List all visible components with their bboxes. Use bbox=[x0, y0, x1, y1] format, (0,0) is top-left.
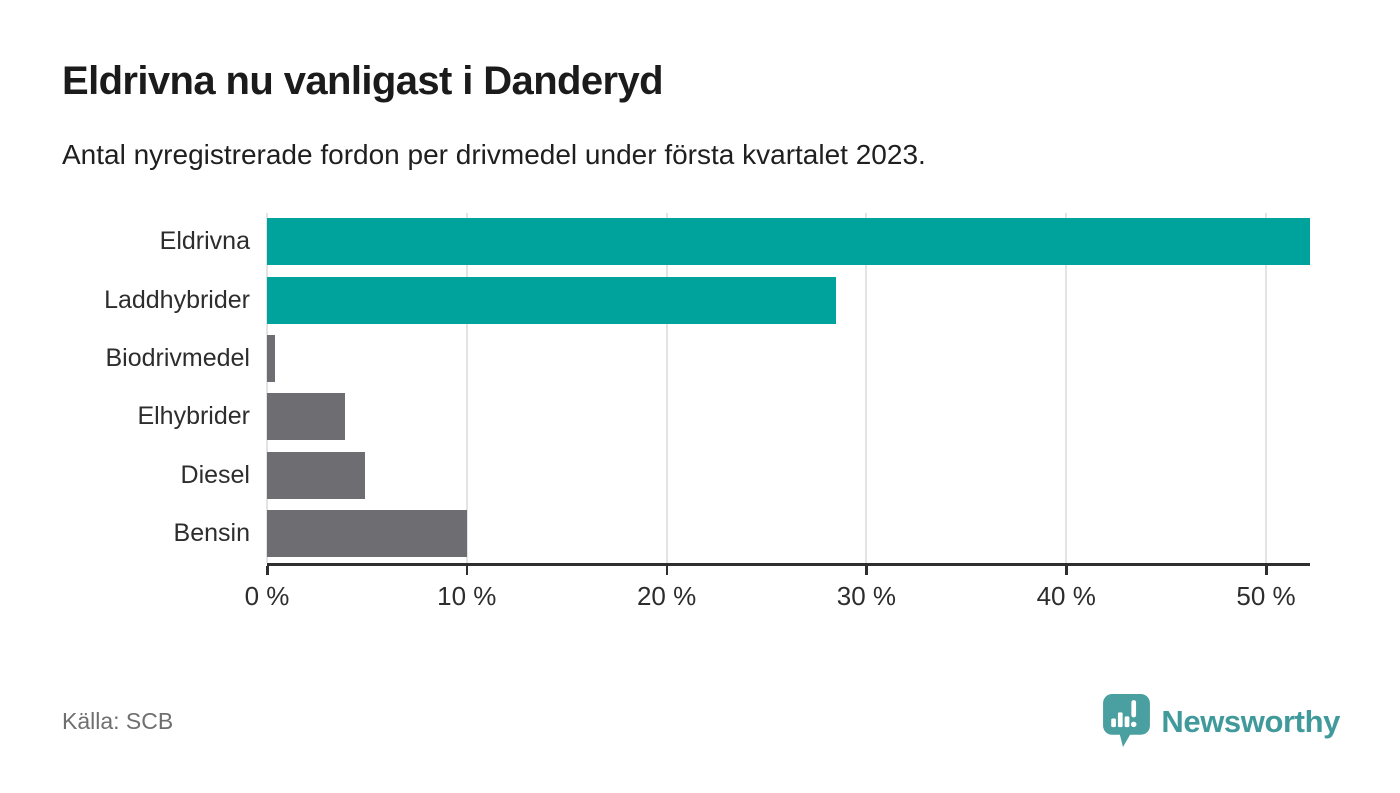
axis-tick bbox=[865, 565, 868, 575]
gridline bbox=[665, 212, 668, 563]
category-label: Bensin bbox=[173, 518, 250, 547]
bar bbox=[267, 393, 345, 441]
brand-name: Newsworthy bbox=[1161, 703, 1340, 739]
bar-track bbox=[267, 509, 1310, 557]
category-label: Elhybrider bbox=[137, 402, 250, 431]
category-label: Eldrivna bbox=[159, 227, 250, 256]
chart-row: Biodrivmedel bbox=[62, 329, 1310, 387]
page-title: Eldrivna nu vanligast i Danderyd bbox=[62, 59, 664, 103]
axis-tick bbox=[1265, 565, 1268, 575]
bar-chart: Eldrivna Laddhybrider Biodrivmedel Elhybrid… bbox=[62, 212, 1310, 563]
chart-row: Laddhybrider bbox=[62, 271, 1310, 329]
bar-track bbox=[267, 218, 1310, 266]
source-note: Källa: SCB bbox=[62, 708, 174, 734]
axis-tick bbox=[266, 565, 269, 575]
gridline bbox=[465, 212, 468, 563]
bar bbox=[267, 451, 365, 499]
axis-tick-label: 10 % bbox=[437, 580, 497, 611]
chart-row: Eldrivna bbox=[62, 213, 1310, 271]
grid-layer bbox=[266, 212, 1310, 563]
axis-tick bbox=[465, 565, 469, 575]
bar-track bbox=[267, 334, 1310, 382]
x-axis: 0 % 10 % 20 % 30 % 40 % 50 % bbox=[245, 562, 1310, 618]
gridline bbox=[266, 212, 268, 563]
content: Eldrivna nu vanligast i Danderyd Antal n… bbox=[62, 59, 1310, 618]
chart-row: Diesel bbox=[62, 446, 1310, 504]
chart-rows: Eldrivna Laddhybrider Biodrivmedel Elhybrid… bbox=[62, 213, 1310, 563]
gridline bbox=[1065, 212, 1068, 563]
brand-logo: Newsworthy bbox=[1103, 694, 1340, 749]
chart-row: Elhybrider bbox=[62, 388, 1310, 446]
bar bbox=[267, 276, 837, 324]
bar-track bbox=[267, 451, 1310, 499]
axis-tick-label: 0 % bbox=[244, 580, 290, 611]
newsworthy-icon bbox=[1103, 694, 1151, 747]
axis-tick bbox=[1065, 565, 1068, 575]
category-label: Diesel bbox=[180, 460, 250, 489]
gridline bbox=[865, 212, 868, 563]
axis-tick-label: 50 % bbox=[1236, 580, 1296, 611]
bar-track bbox=[267, 393, 1310, 441]
bar bbox=[267, 334, 275, 382]
axis-tick bbox=[665, 565, 669, 575]
axis-tick-label: 40 % bbox=[1036, 580, 1096, 611]
axis-tick-label: 30 % bbox=[836, 580, 897, 611]
bar-track bbox=[267, 276, 1310, 324]
category-label: Laddhybrider bbox=[104, 285, 250, 314]
category-label: Biodrivmedel bbox=[105, 343, 250, 372]
footer: Källa: SCB Newsworthy bbox=[62, 694, 1340, 749]
gridline bbox=[1265, 212, 1268, 563]
chart-row: Bensin bbox=[62, 504, 1310, 562]
axis-tick-label: 20 % bbox=[636, 580, 697, 611]
bar bbox=[267, 509, 467, 557]
page-subtitle: Antal nyregistrerade fordon per drivmede… bbox=[62, 139, 926, 170]
bar bbox=[267, 218, 1310, 266]
